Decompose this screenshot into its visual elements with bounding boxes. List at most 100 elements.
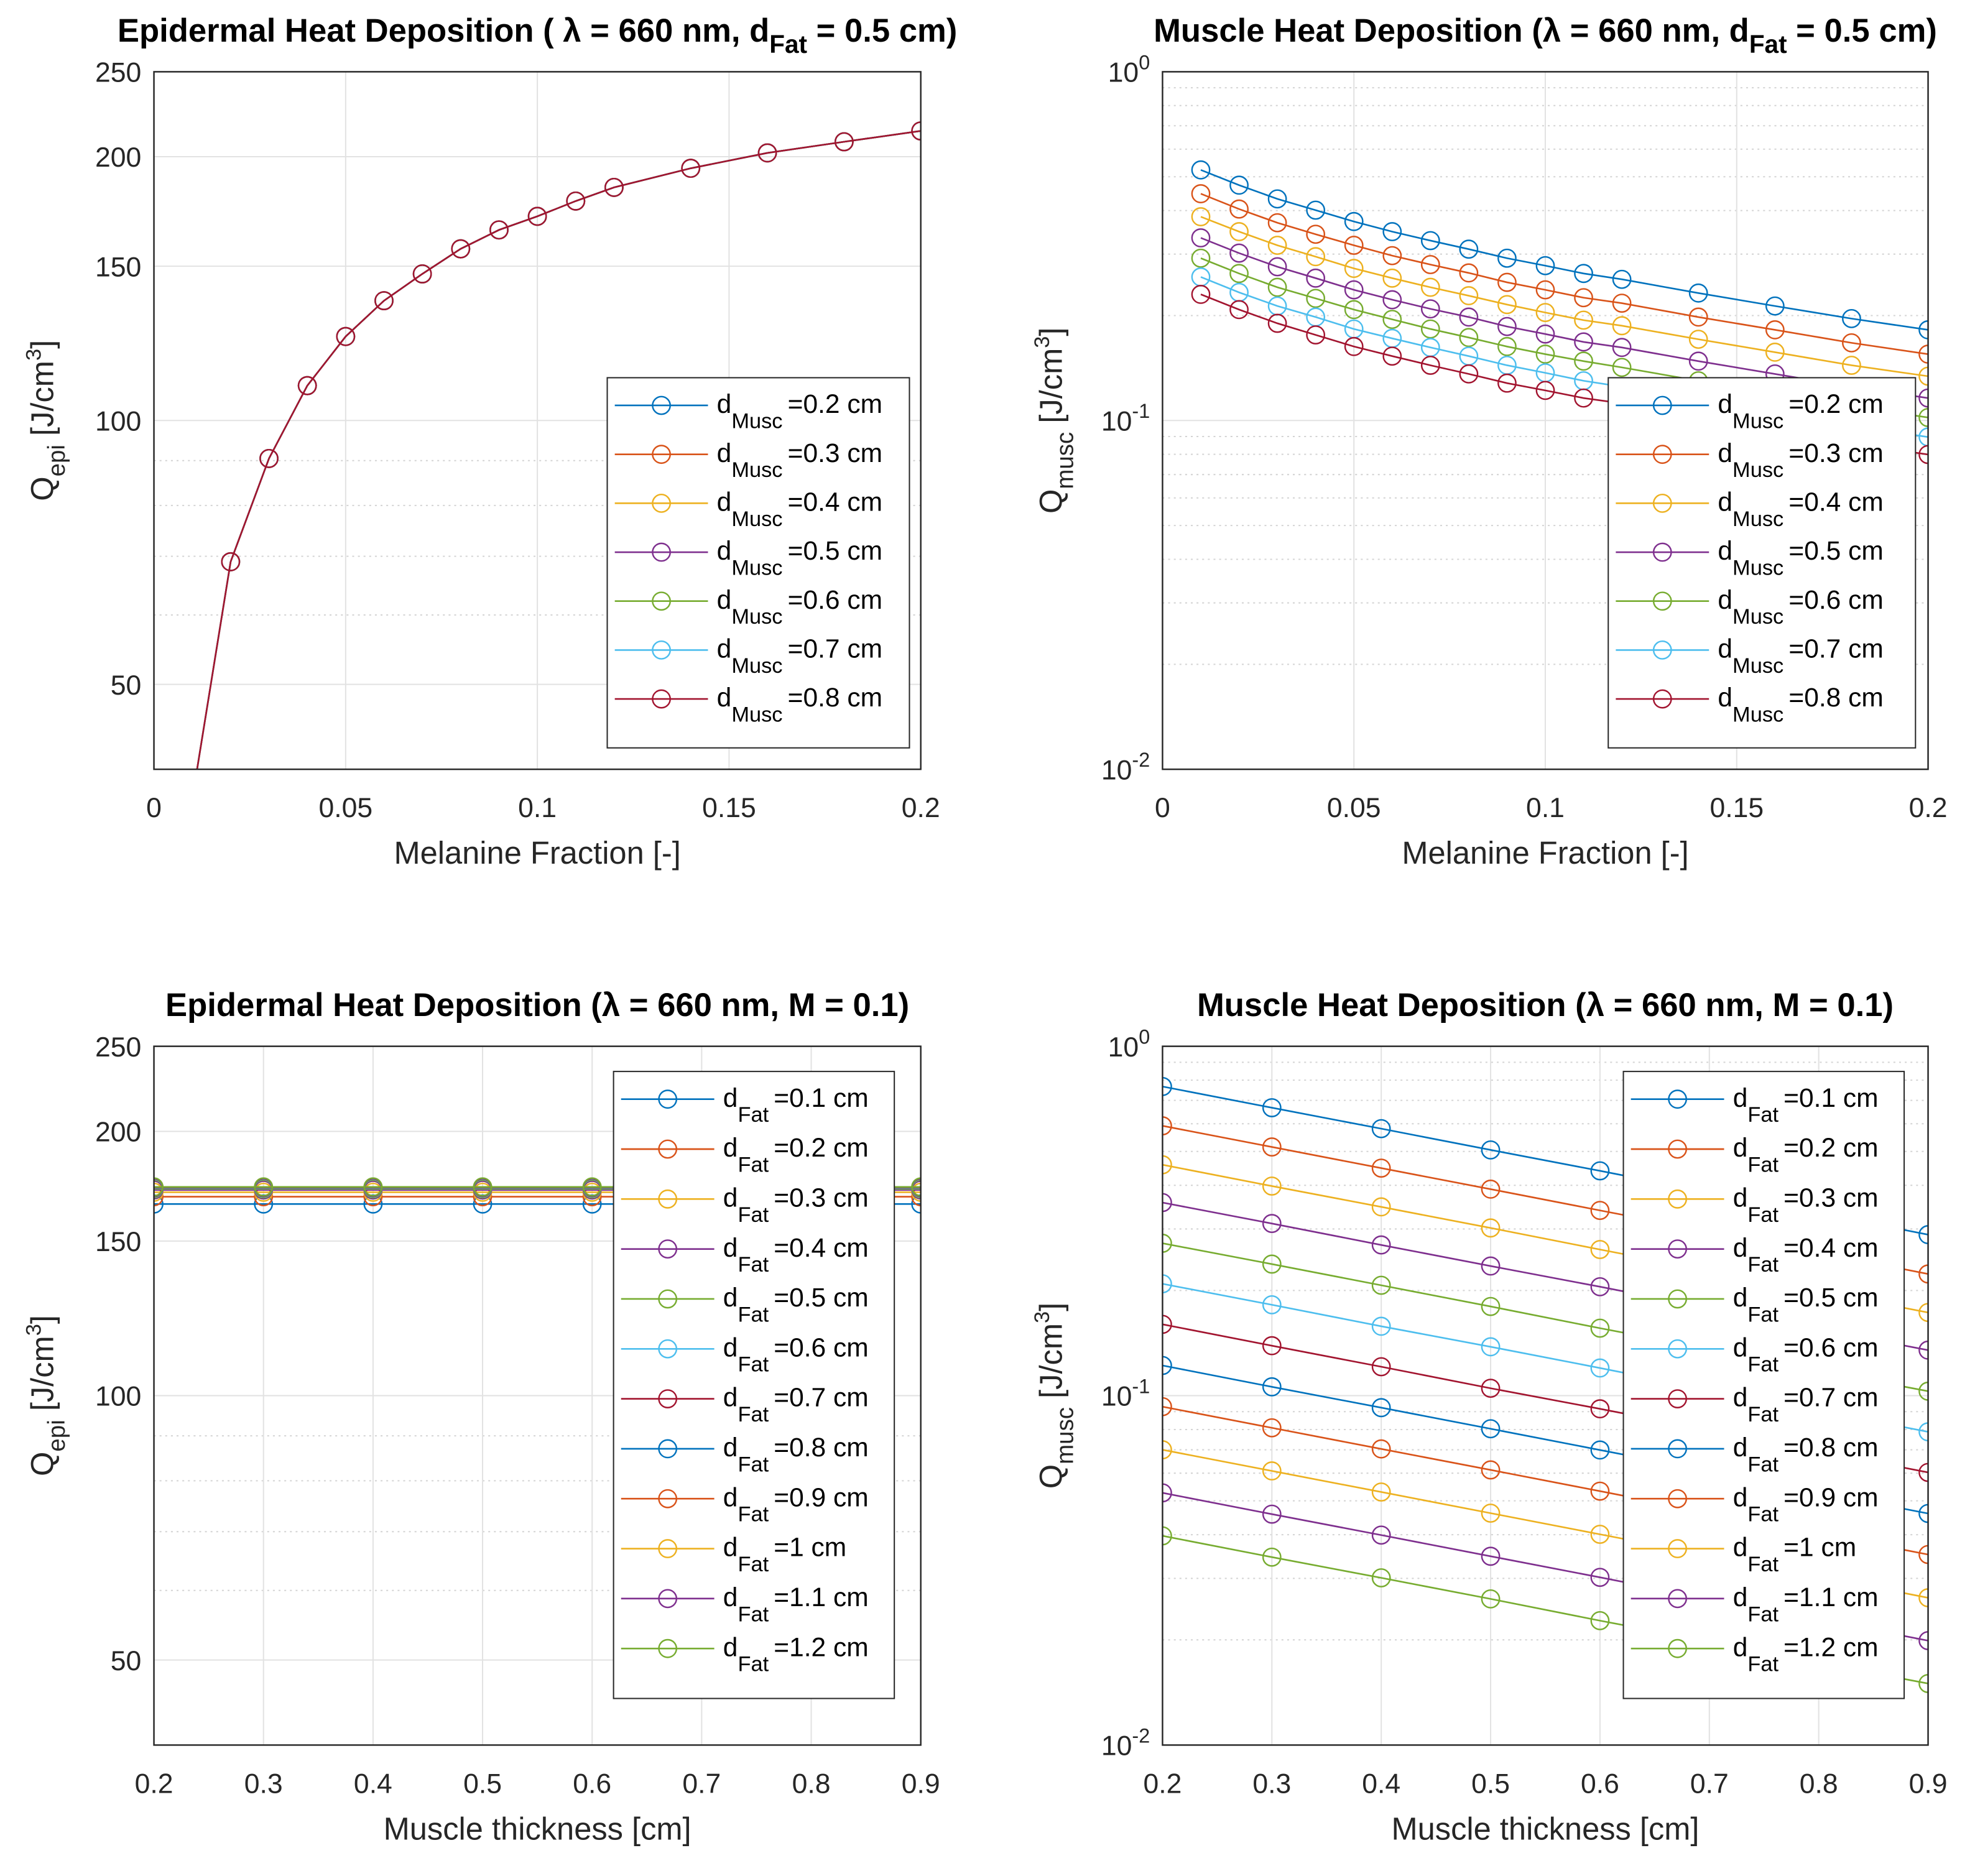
x-tick-label: 0.05	[319, 793, 373, 823]
data-point	[1371, 1275, 1391, 1295]
x-tick-label: 0.05	[1327, 793, 1381, 823]
legend-marker	[658, 1389, 678, 1408]
data-point	[1765, 320, 1785, 340]
chart-title: Muscle Heat Deposition (λ = 660 nm, dFat…	[1154, 12, 1937, 58]
legend-marker	[658, 1089, 678, 1109]
x-tick-label: 0.7	[682, 1768, 721, 1799]
data-point	[681, 159, 701, 178]
data-point	[1344, 300, 1364, 320]
legend-label: dFat=1.1 cm	[1733, 1583, 1879, 1626]
x-tick-label: 0	[1155, 793, 1170, 823]
series-group	[183, 121, 921, 808]
legend-item: dFat=0.2 cm	[621, 1134, 869, 1176]
data-point	[183, 790, 201, 808]
legend-marker	[1652, 493, 1672, 513]
data-point	[1420, 255, 1440, 274]
data-point	[1420, 356, 1440, 375]
legend-item: dFat=0.1 cm	[621, 1084, 869, 1127]
data-point	[1162, 1076, 1172, 1096]
series-line-3	[1200, 237, 1928, 399]
data-point	[1590, 1481, 1610, 1501]
legend-label: dFat=0.3 cm	[723, 1183, 869, 1226]
legend-box	[606, 377, 910, 749]
legend-marker	[652, 591, 671, 611]
data-point	[1267, 277, 1287, 297]
x-tick-label: 0.6	[573, 1768, 611, 1799]
data-point	[1267, 313, 1287, 333]
data-point	[1459, 263, 1479, 283]
legend-marker	[652, 542, 671, 562]
data-point	[1590, 1399, 1610, 1419]
legend-item: dMusc=0.8 cm	[1616, 683, 1884, 727]
axes-box	[1162, 71, 1929, 770]
legend-marker	[1668, 1339, 1687, 1359]
legend-marker	[658, 1339, 678, 1359]
legend-marker	[658, 1139, 678, 1159]
data-point	[1382, 246, 1402, 266]
legend-marker	[652, 689, 671, 709]
legend-item: dFat=0.5 cm	[1630, 1283, 1879, 1326]
legend-item: dMusc=0.4 cm	[614, 488, 882, 531]
legend-label: dFat=1.1 cm	[723, 1583, 869, 1626]
legend-marker	[1668, 1289, 1687, 1309]
legend-marker	[658, 1439, 678, 1459]
x-axis-label: Melanine Fraction [-]	[394, 835, 680, 871]
legend: dFat=0.1 cm dFat=0.2 cm dFat=0.3 cm dFat=0.…	[1622, 1071, 1905, 1699]
data-point	[1229, 199, 1249, 219]
data-point	[259, 449, 279, 468]
data-point	[1765, 296, 1785, 316]
data-point	[183, 790, 201, 808]
axes-box	[153, 71, 922, 770]
legend-item: dMusc=0.2 cm	[1616, 390, 1884, 433]
data-point	[1262, 1336, 1282, 1356]
data-point	[1191, 160, 1211, 180]
x-tick-label: 0.1	[1526, 793, 1565, 823]
y-tick-label: 50	[111, 1646, 142, 1676]
data-point	[1481, 1379, 1501, 1398]
chart-0: 50 100 150 200 250 0 0.05 0.1 0.15 0.2 Epidermal H…	[22, 12, 957, 871]
data-point	[1262, 1295, 1282, 1315]
data-point	[1590, 1358, 1610, 1378]
data-point	[1842, 333, 1861, 353]
legend-label: dMusc=0.6 cm	[717, 586, 882, 629]
data-point	[604, 177, 624, 197]
x-tick-label: 0.15	[1709, 793, 1764, 823]
data-point	[1371, 1525, 1391, 1545]
data-point	[911, 1177, 921, 1197]
x-tick-label: 0.2	[902, 793, 940, 823]
legend-item: dFat=1.2 cm	[621, 1633, 869, 1676]
data-point	[1590, 1525, 1610, 1544]
legend: dFat=0.1 cm dFat=0.2 cm dFat=0.3 cm dFat=0.…	[613, 1071, 895, 1699]
series-line-0	[1200, 169, 1928, 331]
data-point	[1371, 1398, 1391, 1418]
data-point	[1481, 1589, 1501, 1609]
data-point	[1481, 1546, 1501, 1566]
axes-box	[153, 1045, 922, 1746]
legend-label: dFat=0.7 cm	[723, 1384, 869, 1426]
chart-title: Muscle Heat Deposition (λ = 660 nm, M = …	[1197, 987, 1894, 1023]
x-axis-label: Melanine Fraction [-]	[1402, 835, 1688, 871]
x-tick-label: 0.5	[463, 1768, 502, 1799]
legend-item: dMusc=0.3 cm	[1616, 439, 1884, 482]
legend-item: dMusc=0.6 cm	[1616, 586, 1884, 629]
data-point	[1229, 243, 1249, 263]
data-point	[1688, 307, 1708, 327]
legend-label: dFat=0.4 cm	[1733, 1234, 1879, 1277]
data-point	[1535, 324, 1555, 344]
y-tick-label: 150	[95, 252, 141, 282]
data-point	[154, 1194, 164, 1214]
legend-label: dFat=0.9 cm	[723, 1483, 869, 1526]
legend-marker	[658, 1638, 678, 1658]
x-tick-label: 0.15	[702, 793, 756, 823]
legend-item: dFat=0.6 cm	[1630, 1333, 1879, 1377]
legend-marker	[1652, 542, 1672, 562]
data-point	[1590, 1161, 1610, 1181]
data-point	[183, 790, 201, 808]
data-point	[1344, 336, 1364, 356]
data-point	[834, 132, 854, 152]
data-point	[1481, 1460, 1501, 1480]
data-point	[1371, 1439, 1391, 1459]
x-axis-label: Muscle thickness [cm]	[1392, 1811, 1700, 1846]
legend-marker	[658, 1239, 678, 1259]
y-tick-label: 10-1	[1101, 400, 1150, 437]
